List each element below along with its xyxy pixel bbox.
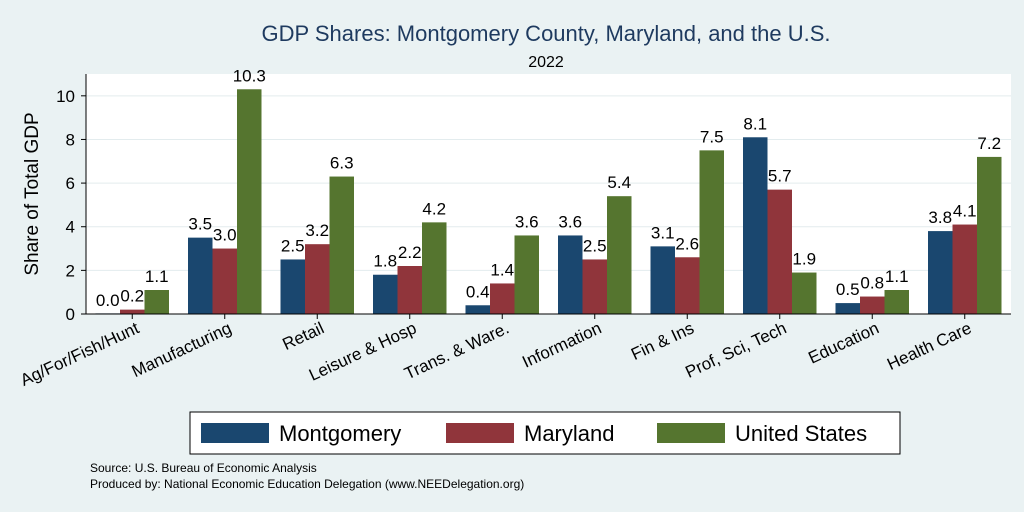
bar-maryland xyxy=(675,257,700,314)
data-label: 5.7 xyxy=(768,167,792,186)
data-label: 2.6 xyxy=(675,234,699,253)
x-category-label: Trans. & Ware. xyxy=(401,318,511,383)
x-category-label: Fin & Ins xyxy=(628,318,697,364)
bar-maryland xyxy=(767,189,792,314)
data-labels: 0.0 0.21.13.53.010.32.53.26.31.8 2.24.20.4… xyxy=(96,66,1001,310)
y-tick-label: 0 xyxy=(66,305,75,324)
data-label: 0.0 xyxy=(96,291,120,310)
bar-united-states xyxy=(884,290,909,314)
data-label: 3.5 xyxy=(188,215,212,234)
data-label: 1.1 xyxy=(145,267,169,286)
x-category-label: Health Care xyxy=(884,318,974,374)
data-label: 8.1 xyxy=(743,114,767,133)
bar-united-states xyxy=(792,272,817,314)
legend-items: Montgomery Maryland United States xyxy=(201,421,867,446)
bar-united-states xyxy=(237,89,262,314)
legend-swatch-montgomery xyxy=(201,423,269,443)
data-label: 3.6 xyxy=(558,212,582,231)
chart-subtitle: 2022 xyxy=(528,54,564,71)
legend-swatch-maryland xyxy=(446,423,514,443)
bar-montgomery xyxy=(280,259,305,314)
bar-maryland xyxy=(490,283,515,314)
bar-united-states xyxy=(977,156,1002,314)
chart-title: GDP Shares: Montgomery County, Maryland,… xyxy=(261,21,830,46)
x-category-label: Manufacturing xyxy=(129,318,235,381)
y-axis-ticks: 0 2 4 6 8 10 xyxy=(56,87,86,324)
data-label: 3.6 xyxy=(515,212,539,231)
bar-montgomery xyxy=(743,137,768,314)
data-label: 1.8 xyxy=(373,252,397,271)
bar-maryland xyxy=(212,248,237,314)
producer-note: Produced by: National Economic Education… xyxy=(90,477,524,491)
legend-box xyxy=(189,411,901,455)
bar-united-states xyxy=(699,150,724,314)
bar-united-states xyxy=(144,290,169,314)
data-label: 2.5 xyxy=(583,236,607,255)
data-label: 3.0 xyxy=(213,226,237,245)
y-tick-label: 10 xyxy=(56,87,75,106)
source-note: Source: U.S. Bureau of Economic Analysis xyxy=(90,461,317,475)
x-category-label: Prof, Sci, Tech xyxy=(682,318,789,381)
bars xyxy=(95,89,1002,314)
data-label: 0.2 xyxy=(120,287,144,306)
data-label: 6.3 xyxy=(330,154,354,173)
data-label: 7.2 xyxy=(977,134,1001,153)
data-label: 5.4 xyxy=(607,173,631,192)
legend-swatch-united-states xyxy=(657,423,725,443)
data-label: 2.2 xyxy=(398,243,422,262)
legend-label: Montgomery xyxy=(279,421,401,446)
bar-montgomery xyxy=(373,274,398,314)
data-label: 7.5 xyxy=(700,127,724,146)
x-category-label: Retail xyxy=(280,318,327,354)
x-category-label: Ag/For/Fish/Hunt xyxy=(17,318,142,390)
data-label: 1.4 xyxy=(490,260,514,279)
data-label: 3.2 xyxy=(305,221,329,240)
legend-label: United States xyxy=(735,421,867,446)
bar-maryland xyxy=(120,309,145,314)
bar-montgomery xyxy=(835,303,860,314)
bar-montgomery xyxy=(188,237,213,314)
y-tick-label: 2 xyxy=(66,261,75,280)
bar-montgomery xyxy=(465,305,490,314)
legend: Montgomery Maryland United States xyxy=(189,411,901,455)
bar-united-states xyxy=(422,222,447,314)
data-label: 10.3 xyxy=(233,66,266,85)
data-label: 4.2 xyxy=(422,199,446,218)
x-category-label: Education xyxy=(805,318,882,367)
data-label: 2.5 xyxy=(281,236,305,255)
bar-united-states xyxy=(329,176,354,314)
data-label: 1.1 xyxy=(885,267,909,286)
bar-montgomery xyxy=(558,235,583,314)
data-label: 1.9 xyxy=(792,250,816,269)
y-tick-label: 8 xyxy=(66,130,75,149)
bar-maryland xyxy=(305,244,330,314)
y-tick-label: 6 xyxy=(66,174,75,193)
bar-montgomery xyxy=(928,231,953,314)
y-tick-label: 4 xyxy=(66,218,75,237)
legend-label: Maryland xyxy=(524,421,614,446)
bar-maryland xyxy=(582,259,607,314)
y-axis-title: Share of Total GDP xyxy=(22,112,43,275)
bar-montgomery xyxy=(650,246,675,314)
data-label: 3.8 xyxy=(928,208,952,227)
data-label: 0.8 xyxy=(860,274,884,293)
data-label: 4.1 xyxy=(953,202,977,221)
bar-united-states xyxy=(514,235,539,314)
bar-united-states xyxy=(607,196,632,314)
bar-maryland xyxy=(952,224,977,314)
data-label: 0.5 xyxy=(836,280,860,299)
data-label: 3.1 xyxy=(651,223,675,242)
bar-maryland xyxy=(397,266,422,314)
bar-maryland xyxy=(860,296,885,314)
data-label: 0.4 xyxy=(466,282,490,301)
x-category-label: Information xyxy=(519,318,604,371)
